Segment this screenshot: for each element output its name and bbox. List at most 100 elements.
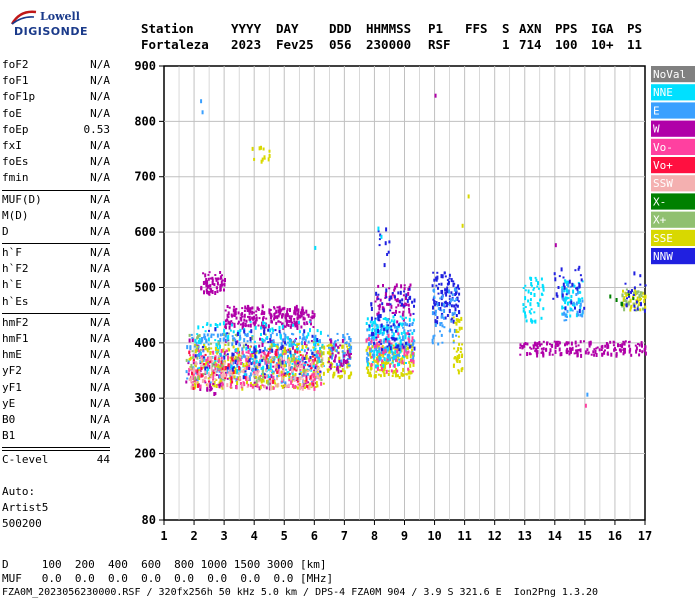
echo-point — [319, 330, 322, 335]
echo-point — [262, 349, 265, 352]
echo-point — [278, 310, 281, 313]
echo-point — [567, 283, 570, 288]
autoscaler-name: Artist5 — [2, 501, 49, 514]
echo-point — [274, 315, 277, 319]
echo-point — [385, 339, 388, 343]
echo-point — [331, 352, 334, 357]
echo-point — [337, 367, 340, 370]
echo-point — [208, 271, 211, 274]
echo-point — [272, 356, 275, 359]
echo-point — [433, 303, 436, 307]
echo-point — [304, 384, 307, 387]
echo-point — [263, 385, 266, 388]
echo-point — [294, 349, 297, 354]
echo-point — [623, 341, 626, 346]
echo-point — [242, 321, 245, 326]
echo-point — [531, 319, 534, 324]
echo-point — [282, 351, 285, 354]
echo-point — [248, 358, 251, 363]
echo-point — [191, 384, 194, 387]
parameter-row: hmE N/A — [2, 348, 110, 364]
echo-point — [204, 273, 207, 278]
echo-point — [281, 364, 284, 369]
echo-point — [377, 293, 380, 296]
echo-point — [198, 371, 201, 376]
echo-point — [191, 375, 194, 380]
echo-point — [284, 337, 287, 342]
echo-point — [435, 284, 438, 287]
echo-point — [554, 345, 557, 350]
echo-point — [259, 337, 261, 341]
parameter-value: N/A — [90, 155, 110, 169]
echo-point — [286, 310, 289, 315]
echo-point — [255, 375, 258, 379]
echo-point — [234, 360, 237, 365]
echo-point — [231, 352, 234, 357]
legend-label: NoVal — [653, 68, 686, 81]
echo-point — [341, 344, 344, 349]
echo-point — [241, 352, 244, 355]
echo-point — [296, 345, 298, 348]
echo-point — [319, 347, 321, 351]
echo-point — [370, 355, 372, 359]
parameter-row: MUF(D) N/A — [2, 193, 110, 209]
echo-point — [349, 350, 351, 352]
echo-point — [227, 359, 230, 362]
echo-point — [343, 360, 346, 363]
header-value-yyyy: 2023 — [231, 37, 262, 52]
echo-point — [237, 359, 240, 364]
echo-point — [312, 359, 315, 364]
x-tick-label: 14 — [548, 529, 562, 543]
echo-point — [388, 340, 391, 344]
echo-point — [284, 349, 287, 354]
echo-point — [536, 353, 539, 358]
echo-point — [219, 378, 222, 383]
echo-point — [258, 378, 261, 382]
echo-point — [317, 351, 320, 354]
echo-point — [280, 342, 283, 347]
echo-point — [196, 333, 199, 336]
echo-point — [219, 363, 222, 368]
echo-point — [375, 343, 378, 348]
y-tick-label: 600 — [134, 225, 156, 239]
echo-point — [403, 331, 406, 335]
echo-point — [406, 350, 409, 354]
echo-point — [246, 360, 249, 363]
echo-point — [411, 331, 414, 335]
echo-point — [382, 284, 384, 287]
echo-point — [237, 376, 240, 381]
echo-point — [309, 319, 312, 322]
echo-point — [398, 358, 401, 361]
parameter-divider — [2, 189, 110, 191]
echo-point — [247, 315, 249, 318]
echo-point — [287, 354, 289, 359]
echo-point — [302, 383, 305, 388]
echo-point — [219, 352, 221, 355]
echo-point — [395, 325, 398, 329]
echo-point — [206, 280, 209, 285]
echo-point — [206, 322, 209, 326]
echo-point — [287, 360, 290, 365]
echo-point — [524, 289, 527, 292]
echo-point — [259, 363, 261, 367]
echo-point — [403, 345, 406, 350]
echo-point — [295, 369, 298, 372]
echo-point — [386, 253, 389, 256]
echo-point — [330, 338, 333, 343]
echo-point — [261, 304, 264, 309]
echo-point — [265, 361, 268, 366]
echo-point — [600, 345, 603, 349]
parameter-name: h`F — [2, 246, 22, 260]
echo-point — [527, 299, 530, 303]
echo-point — [246, 308, 249, 312]
echo-point — [446, 282, 449, 286]
echo-point — [332, 373, 335, 376]
echo-point — [399, 340, 402, 343]
echo-point — [561, 293, 564, 297]
echo-point — [275, 364, 278, 368]
echo-point — [398, 352, 401, 355]
echo-point — [345, 360, 347, 364]
echo-point — [312, 360, 315, 365]
echo-point — [455, 350, 458, 353]
echo-point — [312, 370, 315, 375]
